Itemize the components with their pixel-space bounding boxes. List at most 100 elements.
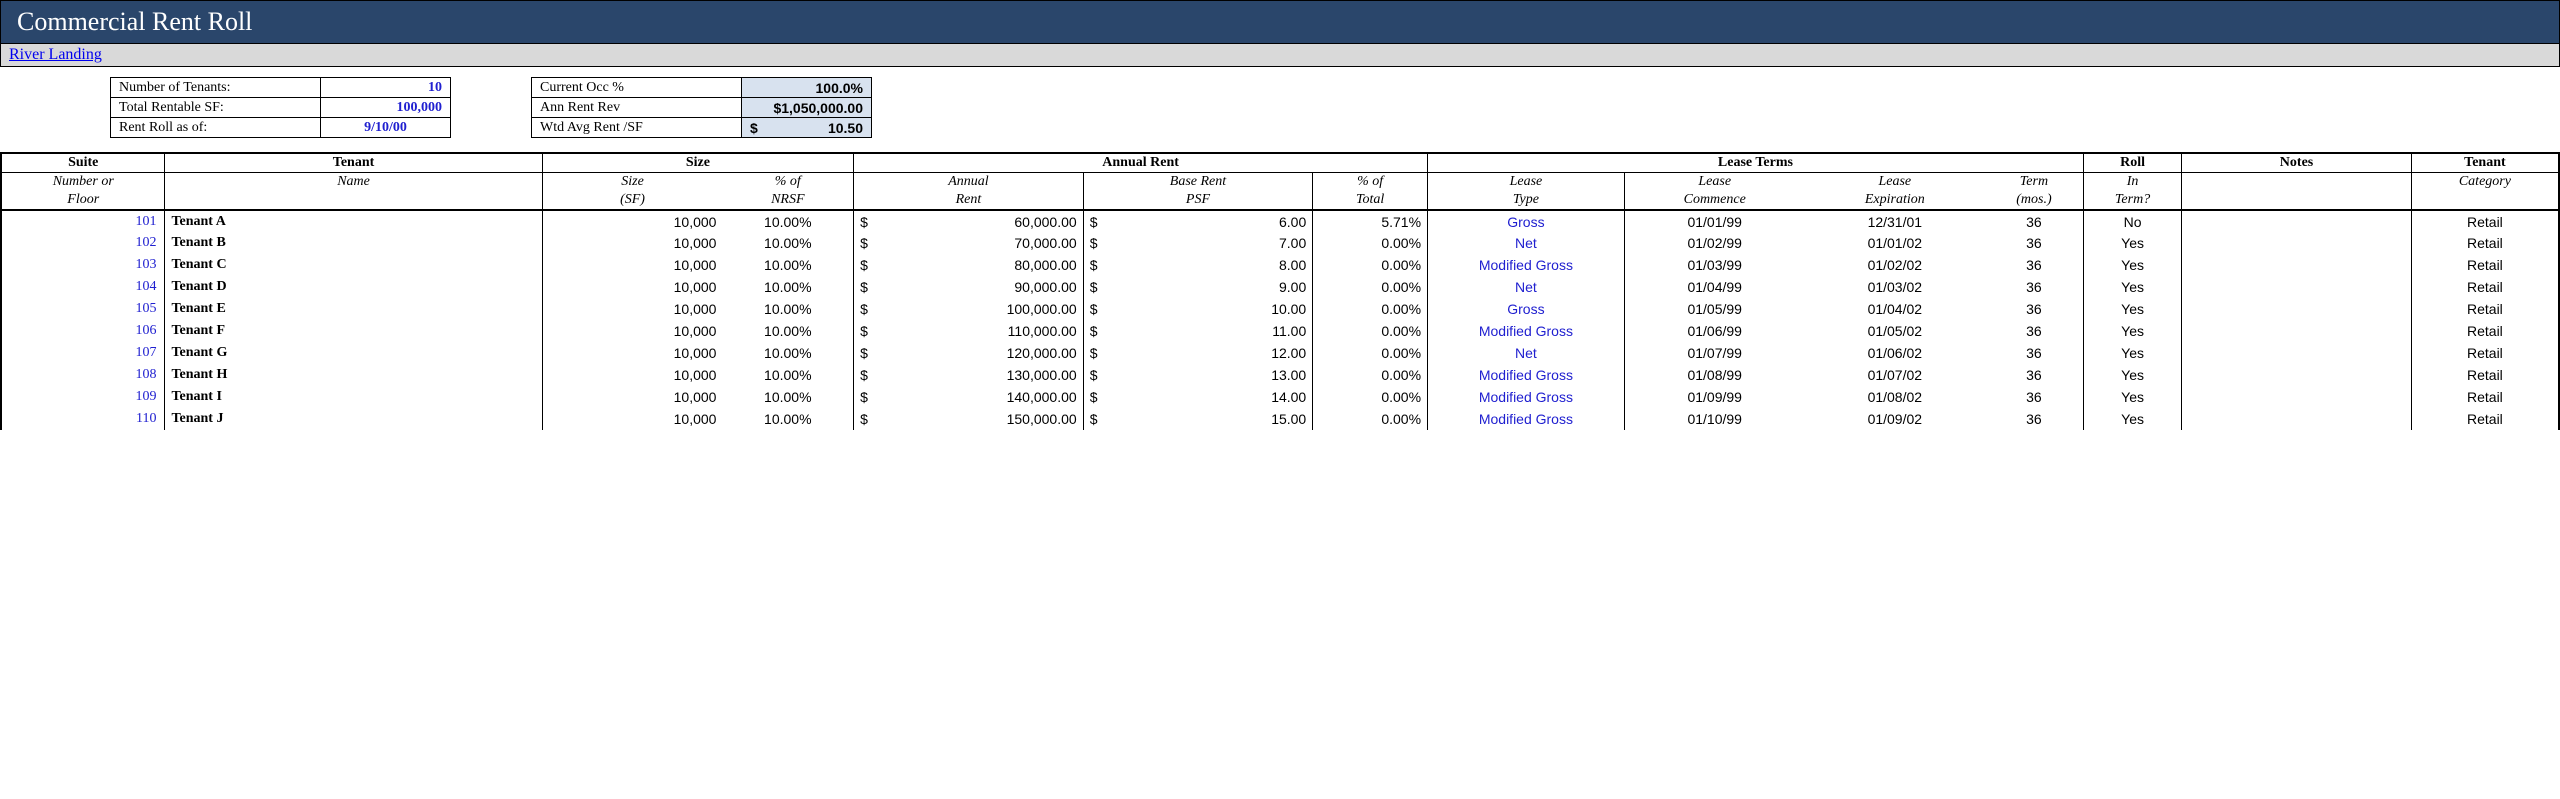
cell-lease-type: Net <box>1428 232 1625 254</box>
cell-lease-type: Modified Gross <box>1428 364 1625 386</box>
cell-notes <box>2182 342 2412 364</box>
cell-expire: 01/02/02 <box>1805 254 1985 276</box>
cell-nrsf: 10.00% <box>722 276 853 298</box>
sub-lt1: Lease <box>1428 173 1625 192</box>
summary-right-table: Current Occ % 100.0% Ann Rent Rev $1,050… <box>531 77 872 138</box>
cell-suite: 108 <box>1 364 165 386</box>
summary-zone: Number of Tenants: 10 Total Rentable SF:… <box>0 67 2560 152</box>
cell-notes <box>2182 320 2412 342</box>
table-row: 101Tenant A10,00010.00%$60,000.00$6.005.… <box>1 210 2559 232</box>
cell-notes <box>2182 232 2412 254</box>
cell-commence: 01/01/99 <box>1624 210 1804 232</box>
cell-rent: $60,000.00 <box>854 210 1084 232</box>
sub-header-row-2: Floor (SF) NRSF Rent PSF Total Type Comm… <box>1 191 2559 210</box>
cell-category: Retail <box>2411 342 2559 364</box>
cell-interm: Yes <box>2083 320 2181 342</box>
cell-interm: Yes <box>2083 408 2181 430</box>
cell-nrsf: 10.00% <box>722 210 853 232</box>
cell-expire: 01/07/02 <box>1805 364 1985 386</box>
cell-interm: Yes <box>2083 276 2181 298</box>
table-row: 102Tenant B10,00010.00%$70,000.00$7.000.… <box>1 232 2559 254</box>
cell-size: 10,000 <box>542 364 722 386</box>
cell-psf: $7.00 <box>1083 232 1313 254</box>
rev-label: Ann Rent Rev <box>532 98 742 118</box>
sub-ar2: Rent <box>854 191 1084 210</box>
rev-value: $1,050,000.00 <box>742 98 872 118</box>
hdr-roll: Roll <box>2083 153 2181 173</box>
table-row: 106Tenant F10,00010.00%$110,000.00$11.00… <box>1 320 2559 342</box>
cell-lease-type: Gross <box>1428 210 1625 232</box>
cell-tenant: Tenant B <box>165 232 542 254</box>
sub-it1: In <box>2083 173 2181 192</box>
sub-name2 <box>165 191 542 210</box>
cell-notes <box>2182 298 2412 320</box>
cell-commence: 01/05/99 <box>1624 298 1804 320</box>
cell-nrsf: 10.00% <box>722 298 853 320</box>
cell-nrsf: 10.00% <box>722 342 853 364</box>
cell-interm: Yes <box>2083 298 2181 320</box>
cell-lease-type: Gross <box>1428 298 1625 320</box>
sub-le2: Expiration <box>1805 191 1985 210</box>
sub-notes <box>2182 173 2412 192</box>
cell-category: Retail <box>2411 298 2559 320</box>
cell-tenant: Tenant C <box>165 254 542 276</box>
hdr-size: Size <box>542 153 854 173</box>
cell-lease-type: Net <box>1428 276 1625 298</box>
cell-size: 10,000 <box>542 210 722 232</box>
cell-size: 10,000 <box>542 254 722 276</box>
cell-term: 36 <box>1985 276 2083 298</box>
cell-commence: 01/08/99 <box>1624 364 1804 386</box>
cell-term: 36 <box>1985 364 2083 386</box>
cell-size: 10,000 <box>542 342 722 364</box>
cell-category: Retail <box>2411 210 2559 232</box>
cell-psf: $12.00 <box>1083 342 1313 364</box>
cell-tenant: Tenant D <box>165 276 542 298</box>
hdr-suite: Suite <box>1 153 165 173</box>
hdr-tenant-cat: Tenant <box>2411 153 2559 173</box>
sub-lt2: Type <box>1428 191 1625 210</box>
sub-suite2: Floor <box>1 191 165 210</box>
hdr-tenant: Tenant <box>165 153 542 173</box>
cell-pct: 0.00% <box>1313 408 1428 430</box>
cell-notes <box>2182 386 2412 408</box>
cell-commence: 01/06/99 <box>1624 320 1804 342</box>
hdr-notes: Notes <box>2182 153 2412 173</box>
cell-psf: $13.00 <box>1083 364 1313 386</box>
cell-lease-type: Net <box>1428 342 1625 364</box>
cell-pct: 0.00% <box>1313 386 1428 408</box>
cell-commence: 01/07/99 <box>1624 342 1804 364</box>
cell-rent: $150,000.00 <box>854 408 1084 430</box>
cell-category: Retail <box>2411 254 2559 276</box>
table-row: 110Tenant J10,00010.00%$150,000.00$15.00… <box>1 408 2559 430</box>
psf-value: $10.50 <box>742 118 872 138</box>
cell-lease-type: Modified Gross <box>1428 254 1625 276</box>
sub-psf1: Base Rent <box>1083 173 1313 192</box>
cell-interm: Yes <box>2083 386 2181 408</box>
sub-tm1: Term <box>1985 173 2083 192</box>
cell-pct: 0.00% <box>1313 342 1428 364</box>
cell-suite: 110 <box>1 408 165 430</box>
cell-tenant: Tenant I <box>165 386 542 408</box>
cell-term: 36 <box>1985 232 2083 254</box>
cell-term: 36 <box>1985 254 2083 276</box>
cell-nrsf: 10.00% <box>722 232 853 254</box>
cell-interm: Yes <box>2083 342 2181 364</box>
cell-interm: Yes <box>2083 254 2181 276</box>
cell-term: 36 <box>1985 342 2083 364</box>
sub-nrsf1: % of <box>722 173 853 192</box>
cell-tenant: Tenant F <box>165 320 542 342</box>
cell-interm: Yes <box>2083 232 2181 254</box>
cell-size: 10,000 <box>542 408 722 430</box>
cell-pct: 0.00% <box>1313 232 1428 254</box>
sub-suite1: Number or <box>1 173 165 192</box>
property-link[interactable]: River Landing <box>0 44 2560 67</box>
cell-category: Retail <box>2411 232 2559 254</box>
cell-category: Retail <box>2411 276 2559 298</box>
sf-value: 100,000 <box>321 98 451 118</box>
cell-notes <box>2182 276 2412 298</box>
occ-value: 100.0% <box>742 78 872 98</box>
cell-psf: $6.00 <box>1083 210 1313 232</box>
rent-roll-table: Suite Tenant Size Annual Rent Lease Term… <box>0 152 2560 430</box>
cell-suite: 103 <box>1 254 165 276</box>
sub-lc1: Lease <box>1624 173 1804 192</box>
